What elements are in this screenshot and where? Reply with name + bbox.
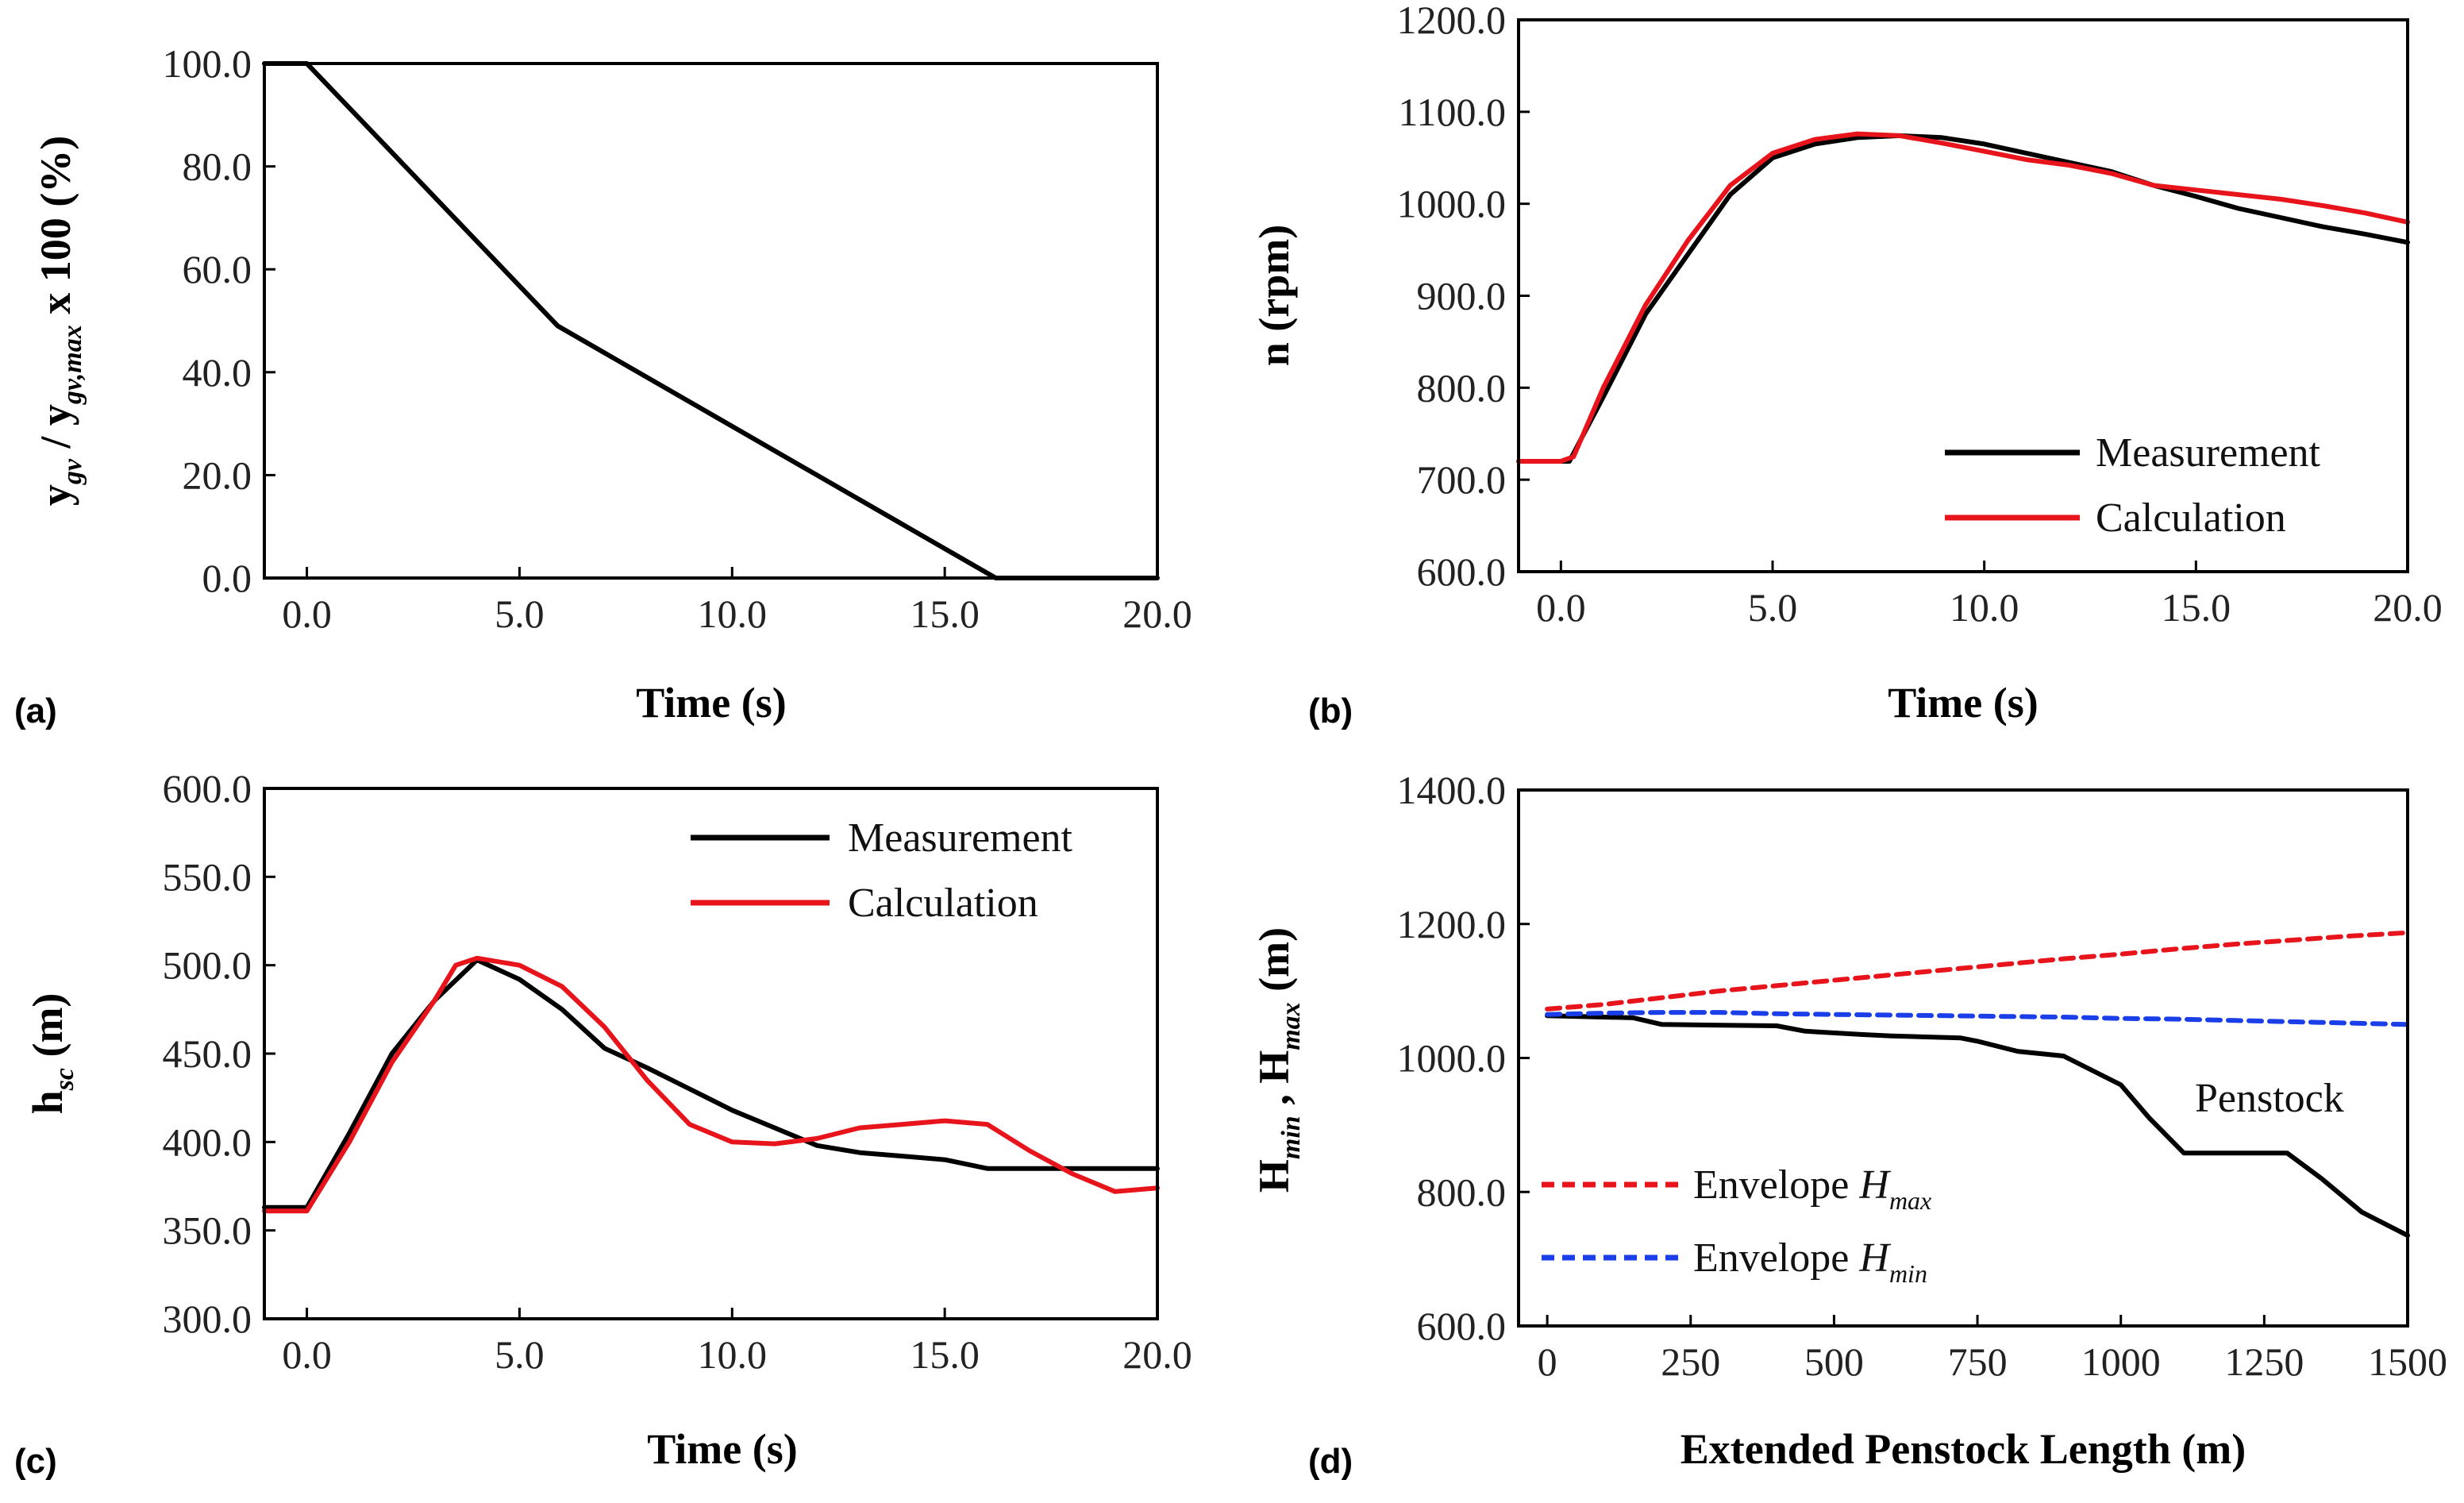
panel-d-penstock-envelope: 0 250 500 750 1000 1250 1500 600.0 800.0 1000.0 12… xyxy=(1250,768,2447,1481)
x-tick-label: 1000 xyxy=(2081,1339,2161,1384)
y-axis-label: ygv / ygv,max x 100 (%) xyxy=(32,136,87,506)
x-tick-label: 15.0 xyxy=(2162,585,2231,630)
y-tick-label: 1200.0 xyxy=(1397,902,1507,946)
panel-b-rotational-speed: 0.0 5.0 10.0 15.0 20.0 600.0 700.0 800.0 900.0 10… xyxy=(1250,0,2443,730)
x-tick-label: 10.0 xyxy=(698,1332,768,1377)
legend: Measurement Calculation xyxy=(1945,430,2321,541)
legend: Envelope Hmax Envelope Hmin xyxy=(1542,1162,1931,1288)
x-tick-label: 10.0 xyxy=(698,592,768,636)
series-line-measurement xyxy=(1516,133,2410,464)
series-line-calculation xyxy=(1516,131,2410,464)
x-axis-label: Time (s) xyxy=(647,1425,797,1473)
y-tick-label: 600.0 xyxy=(163,766,252,811)
y-tick-label: 300.0 xyxy=(163,1297,252,1341)
series-line-envelope-h-max xyxy=(1545,930,2410,1012)
x-tick-label: 0.0 xyxy=(282,1332,332,1377)
y-tick-label: 0.0 xyxy=(202,556,252,600)
panel-label: (d) xyxy=(1308,1442,1353,1481)
series-line-penstock xyxy=(1545,1013,2410,1239)
y-tick-label: 60.0 xyxy=(183,247,252,291)
y-tick-label: 800.0 xyxy=(1417,1170,1507,1214)
y-axis-label: hsc (m) xyxy=(24,993,79,1115)
x-tick-label: 1250 xyxy=(2224,1339,2304,1384)
y-tick-label: 350.0 xyxy=(163,1208,252,1253)
plot-frame xyxy=(263,62,1159,580)
y-axis-label: Hmin , Hmax (m) xyxy=(1250,927,1306,1193)
legend-label: Envelope Hmax xyxy=(1693,1162,1931,1215)
y-tick-label: 550.0 xyxy=(163,854,252,899)
x-tick-label: 5.0 xyxy=(495,592,545,636)
y-tick-label: 40.0 xyxy=(183,350,252,395)
x-tick-label: 0 xyxy=(1538,1339,1557,1384)
y-tick-label: 1400.0 xyxy=(1397,768,1507,812)
y-tick-label: 600.0 xyxy=(1417,1304,1507,1348)
y-tick-label: 500.0 xyxy=(163,943,252,988)
y-tick-label: 800.0 xyxy=(1417,365,1507,410)
y-tick-label: 1100.0 xyxy=(1398,90,1506,134)
panel-a-time-guide-vane: 0.0 5.0 10.0 15.0 20.0 0.0 20.0 40.0 60.0 80.0 100… xyxy=(14,41,1192,730)
y-tick-label: 20.0 xyxy=(183,453,252,497)
series-line-calculation xyxy=(262,955,1160,1214)
series-line-envelope-h-min xyxy=(1545,1010,2410,1027)
y-tick-label: 450.0 xyxy=(163,1031,252,1076)
x-axis-label: Time (s) xyxy=(1888,679,2038,726)
legend-label: Calculation xyxy=(848,881,1038,926)
x-tick-label: 15.0 xyxy=(910,1332,980,1377)
y-tick-label: 700.0 xyxy=(1417,457,1507,502)
y-tick-label: 600.0 xyxy=(1417,549,1507,594)
y-tick-label: 1000.0 xyxy=(1397,1036,1507,1081)
penstock-annotation: Penstock xyxy=(2195,1076,2344,1121)
x-tick-label: 0.0 xyxy=(282,592,332,636)
panel-label: (a) xyxy=(14,692,57,730)
x-tick-label: 10.0 xyxy=(1950,585,2019,630)
y-tick-label: 1200.0 xyxy=(1397,0,1507,42)
x-tick-label: 500 xyxy=(1804,1339,1864,1384)
x-tick-label: 250 xyxy=(1661,1339,1720,1384)
panel-c-spiral-case-head: 0.0 5.0 10.0 15.0 20.0 300.0 350.0 400.0 450.0 50… xyxy=(14,766,1192,1481)
y-tick-label: 1000.0 xyxy=(1397,182,1507,226)
legend: Measurement Calculation xyxy=(691,815,1073,926)
x-tick-label: 15.0 xyxy=(910,592,980,636)
y-tick-label: 100.0 xyxy=(163,41,252,86)
y-axis-label: n (rpm) xyxy=(1250,225,1298,367)
x-tick-label: 0.0 xyxy=(1536,585,1586,630)
x-tick-label: 750 xyxy=(1948,1339,2008,1384)
x-tick-label: 5.0 xyxy=(1748,585,1798,630)
legend-label: Envelope Hmin xyxy=(1693,1235,1927,1288)
series-line-measurement xyxy=(262,958,1160,1210)
y-tick-label: 400.0 xyxy=(163,1120,252,1164)
x-axis-label: Extended Penstock Length (m) xyxy=(1681,1425,2246,1473)
panel-label: (c) xyxy=(14,1442,57,1481)
legend-label: Measurement xyxy=(2096,430,2321,476)
x-tick-label: 20.0 xyxy=(1122,592,1192,636)
legend-label: Calculation xyxy=(2096,495,2286,541)
x-axis-label: Time (s) xyxy=(636,679,786,726)
x-tick-label: 1500 xyxy=(2368,1339,2447,1384)
x-tick-label: 20.0 xyxy=(2373,585,2443,630)
y-tick-label: 80.0 xyxy=(183,145,252,189)
y-tick-label: 900.0 xyxy=(1417,274,1507,318)
panel-label: (b) xyxy=(1308,692,1353,730)
x-tick-label: 20.0 xyxy=(1122,1332,1192,1377)
x-tick-label: 5.0 xyxy=(495,1332,545,1377)
legend-label: Measurement xyxy=(848,815,1073,861)
